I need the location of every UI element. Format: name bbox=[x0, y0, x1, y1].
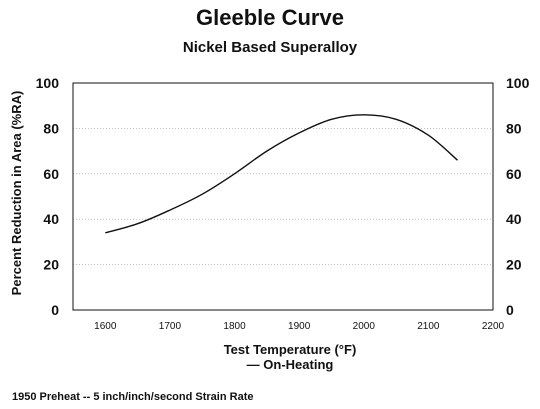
x-axis-label-block: Test Temperature (°F) — On-Heating bbox=[160, 342, 420, 372]
y-tick-label-right: 0 bbox=[506, 302, 514, 318]
x-tick-label: 2100 bbox=[417, 321, 440, 332]
x-tick-label: 2200 bbox=[482, 321, 505, 332]
y-tick-label-right: 80 bbox=[506, 120, 522, 136]
chart-subtitle: Nickel Based Superalloy bbox=[182, 39, 358, 56]
y-tick-label-right: 40 bbox=[506, 211, 522, 227]
x-tick-label: 2000 bbox=[353, 321, 376, 332]
grid-lines bbox=[73, 128, 493, 265]
y-axis-label: Percent Reduction in Area (%RA) bbox=[9, 91, 24, 296]
x-tick-label: 1600 bbox=[94, 321, 117, 332]
y-tick-label-left: 60 bbox=[43, 166, 59, 182]
plot-frame bbox=[72, 82, 494, 311]
y-tick-label-left: 0 bbox=[51, 302, 59, 318]
y-tick-label-right: 20 bbox=[506, 257, 522, 273]
x-axis-sublabel: — On-Heating bbox=[246, 357, 334, 372]
footnote: 1950 Preheat -- 5 inch/inch/second Strai… bbox=[12, 391, 254, 403]
x-tick-label: 1900 bbox=[288, 321, 311, 332]
y-axis-left: 0 20 40 60 80 100 bbox=[36, 75, 60, 318]
y-tick-label-left: 40 bbox=[43, 211, 59, 227]
x-tick-label: 1700 bbox=[159, 321, 182, 332]
y-tick-label-right: 100 bbox=[506, 75, 530, 91]
y-axis-right: 0 20 40 60 80 100 bbox=[506, 75, 530, 318]
x-axis-label: Test Temperature (°F) bbox=[223, 342, 357, 357]
x-axis: 1600 1700 1800 1900 2000 2100 2200 bbox=[94, 321, 504, 332]
y-tick-label-left: 100 bbox=[36, 75, 60, 91]
series-line bbox=[105, 114, 458, 234]
x-tick-label: 1800 bbox=[223, 321, 246, 332]
y-tick-label-left: 20 bbox=[43, 257, 59, 273]
y-tick-label-left: 80 bbox=[43, 120, 59, 136]
y-tick-label-right: 60 bbox=[506, 166, 522, 182]
chart-title: Gleeble Curve bbox=[196, 5, 344, 30]
